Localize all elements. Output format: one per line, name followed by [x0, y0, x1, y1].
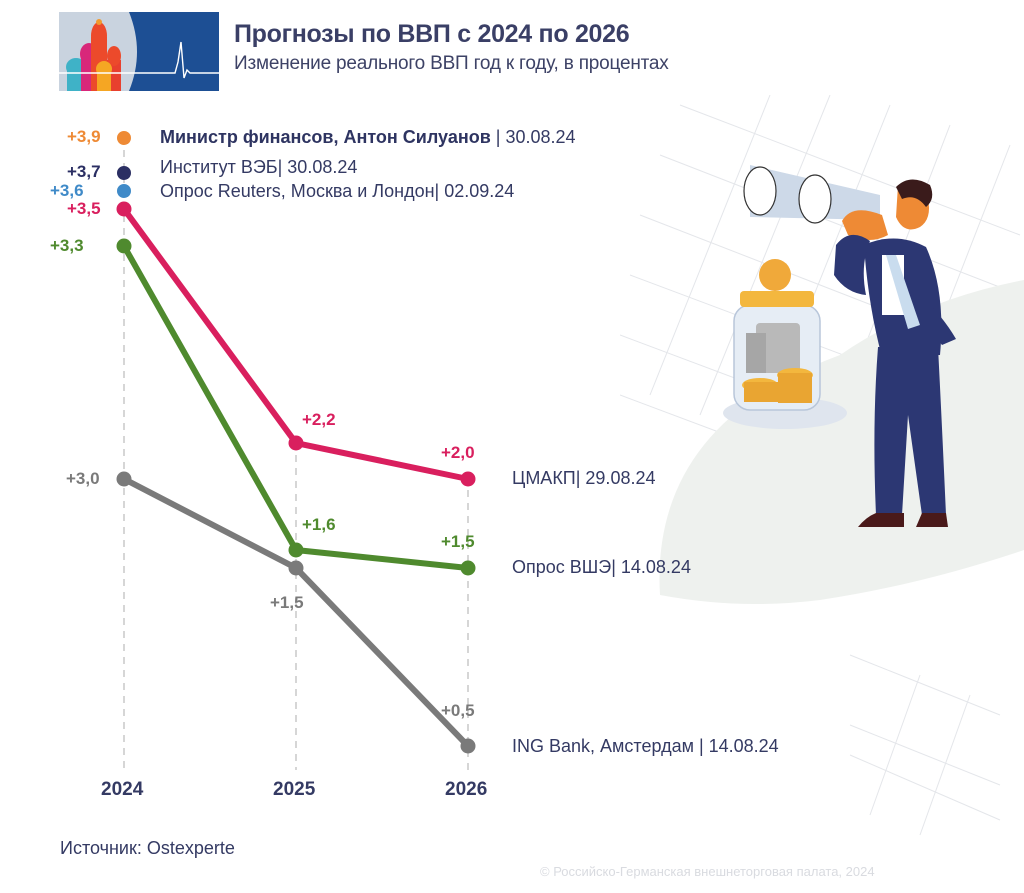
series-line-hse — [121, 244, 469, 571]
x-axis-label-2026: 2026 — [445, 779, 488, 800]
value-label-reuters-2024: +3,6 — [50, 181, 84, 200]
dot-ing-2025 — [288, 560, 304, 576]
x-axis-label-2025: 2025 — [273, 779, 316, 800]
dot-ing-2024 — [116, 471, 132, 487]
dot-veb-2024 — [117, 166, 131, 180]
legend-minfin: Министр финансов, Антон Силуанов | 30.08… — [160, 127, 576, 148]
dot-cmakp-2024 — [116, 201, 132, 217]
dot-cmakp-2026 — [460, 471, 476, 487]
legend-cmakp: ЦМАКП| 29.08.24 — [512, 468, 656, 488]
dot-reuters-2024 — [117, 184, 131, 198]
dot-hse-2026 — [460, 560, 476, 576]
legend-reuters: Опрос Reuters, Москва и Лондон| 02.09.24 — [160, 181, 515, 201]
chart-title: Прогнозы по ВВП с 2024 по 2026 — [234, 20, 630, 48]
logo-kremlin-heartbeat — [59, 12, 219, 91]
legend-hse: Опрос ВШЭ| 14.08.24 — [512, 557, 691, 577]
source-note: Источник: Ostexperte — [60, 838, 235, 858]
value-label-cmakp-2024: +3,5 — [67, 199, 101, 218]
value-label-hse-2025: +1,6 — [302, 515, 336, 534]
dot-hse-2025 — [288, 542, 304, 558]
copyright-note: © Российско-Германская внешнеторговая па… — [540, 864, 875, 879]
value-label-cmakp-2025: +2,2 — [302, 410, 336, 429]
value-label-ing-2024: +3,0 — [66, 469, 100, 488]
value-label-ing-2025: +1,5 — [270, 593, 304, 612]
value-label-veb-2024: +3,7 — [67, 162, 101, 181]
dot-ing-2026 — [460, 738, 476, 754]
x-axis-label-2024: 2024 — [101, 779, 144, 800]
value-label-hse-2024: +3,3 — [50, 236, 84, 255]
dot-cmakp-2025 — [288, 435, 304, 451]
legend-minfin-name: Министр финансов, Антон Силуанов — [160, 127, 491, 147]
illustration-man-with-binoculars — [620, 95, 1024, 836]
dot-minfin-2024 — [117, 131, 131, 145]
legend-minfin-date: | 30.08.24 — [495, 127, 576, 147]
value-label-cmakp-2026: +2,0 — [441, 443, 475, 462]
dot-hse-2024 — [116, 238, 132, 254]
chart-subtitle: Изменение реального ВВП год к году, в пр… — [234, 53, 669, 74]
legend-ing: ING Bank, Амстердам | 14.08.24 — [512, 736, 779, 756]
legend-veb: Институт ВЭБ| 30.08.24 — [160, 157, 358, 177]
value-label-hse-2026: +1,5 — [441, 532, 475, 551]
value-label-minfin-2024: +3,9 — [67, 127, 101, 146]
value-label-ing-2026: +0,5 — [441, 701, 475, 720]
